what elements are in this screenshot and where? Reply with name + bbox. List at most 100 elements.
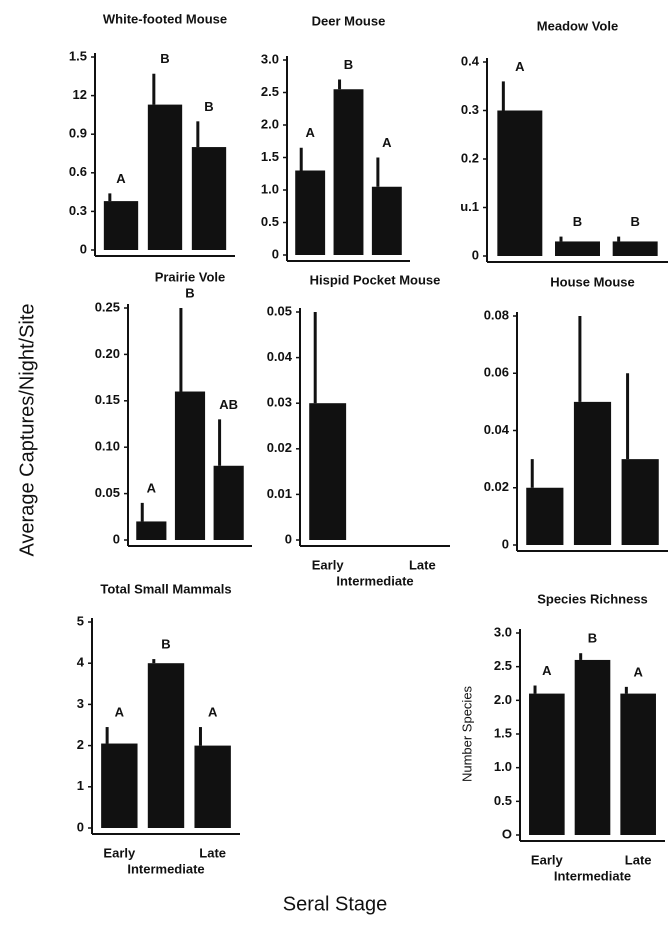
bar — [371, 186, 402, 255]
y-tick-label: 0.01 — [267, 486, 292, 501]
y-tick-label: 0.20 — [95, 346, 120, 361]
bar — [573, 401, 612, 545]
bar — [526, 487, 564, 545]
panel-title: Species Richness — [537, 591, 648, 606]
significance-letter: A — [147, 480, 157, 495]
x-tick-label: Late — [199, 845, 226, 860]
bar — [497, 110, 543, 256]
y-tick-label: 0 — [77, 819, 84, 834]
significance-letter: A — [515, 59, 525, 74]
y-tick-label: 1 — [77, 778, 84, 793]
y-tick-label: 0.04 — [267, 349, 293, 364]
significance-letter: A — [115, 704, 125, 719]
y-tick-label: 0 — [472, 247, 479, 262]
y-tick-label: 2.0 — [494, 692, 512, 707]
y-tick-label: 3 — [77, 696, 84, 711]
y-tick-label: 0.2 — [461, 150, 479, 165]
x-tick-label: Early — [103, 845, 136, 860]
bar — [309, 403, 347, 540]
bar — [621, 459, 659, 545]
y-tick-label: 1.5 — [261, 149, 279, 164]
y-tick-label: 0 — [80, 241, 87, 256]
significance-letter: B — [573, 214, 582, 229]
y-tick-label: 0.05 — [267, 303, 292, 318]
y-tick-label: 1.0 — [261, 181, 279, 196]
y-tick-label: 3.0 — [261, 51, 279, 66]
x-tick-label: Intermediate — [336, 573, 413, 588]
x-tick-label: Intermediate — [127, 861, 204, 876]
bar — [174, 391, 206, 540]
y-tick-label: 0 — [502, 536, 509, 551]
significance-letter: A — [305, 125, 315, 140]
y-tick-label: 0 — [285, 531, 292, 546]
bar — [194, 745, 231, 828]
bar — [295, 170, 326, 255]
y-tick-label: 0.3 — [69, 203, 87, 218]
x-tick-label: Late — [409, 557, 436, 572]
y-tick-label: O — [502, 826, 512, 841]
panel-y-label: Number Species — [459, 685, 474, 782]
significance-letter: B — [344, 57, 353, 72]
y-tick-label: 12 — [73, 87, 87, 102]
y-tick-label: 0 — [272, 246, 279, 261]
y-tick-label: 0.03 — [267, 395, 292, 410]
bar — [574, 659, 611, 835]
significance-letter: A — [542, 663, 552, 678]
significance-letter: A — [208, 704, 218, 719]
significance-letter: B — [160, 51, 169, 66]
y-tick-label: 1.5 — [494, 725, 512, 740]
y-tick-label: 2 — [77, 737, 84, 752]
y-tick-label: 0.5 — [494, 793, 512, 808]
significance-letter: B — [161, 637, 170, 652]
y-tick-label: 4 — [77, 655, 85, 670]
y-tick-label: 0.02 — [267, 440, 292, 455]
x-tick-label: Late — [625, 852, 652, 867]
panel-title: White-footed Mouse — [103, 11, 227, 26]
y-axis-label: Average Captures/Night/Site — [16, 303, 38, 556]
y-tick-label: 0.04 — [484, 422, 510, 437]
y-tick-label: 0.25 — [95, 299, 120, 314]
panel-title: Prairie Vole — [155, 269, 226, 284]
bar — [213, 465, 244, 540]
panel-title: Hispid Pocket Mouse — [310, 272, 441, 287]
y-tick-label: 2.5 — [494, 658, 512, 673]
y-tick-label: 0.02 — [484, 479, 509, 494]
bar — [136, 521, 167, 540]
bar — [333, 89, 364, 255]
x-axis-label: Seral Stage — [283, 893, 388, 915]
significance-letter: B — [588, 631, 597, 646]
y-tick-label: 1.5 — [69, 48, 87, 63]
y-tick-label: 0.15 — [95, 392, 120, 407]
x-tick-label: Early — [531, 852, 564, 867]
y-tick-label: 0.6 — [69, 164, 87, 179]
bar — [147, 663, 185, 828]
y-tick-label: 0.10 — [95, 439, 120, 454]
panel-title: Deer Mouse — [312, 13, 386, 28]
y-tick-label: 0.4 — [461, 53, 480, 68]
bar — [101, 743, 138, 828]
y-tick-label: 0.06 — [484, 365, 509, 380]
panel-title: Meadow Vole — [537, 18, 618, 33]
y-tick-label: 2.5 — [261, 84, 279, 99]
y-tick-label: u.1 — [460, 199, 479, 214]
x-tick-label: Early — [312, 557, 345, 572]
x-tick-label: Intermediate — [554, 868, 631, 883]
bar — [147, 104, 183, 251]
significance-letter: B — [204, 99, 213, 114]
y-tick-label: 0.08 — [484, 307, 509, 322]
y-tick-label: 3.0 — [494, 624, 512, 639]
bar — [620, 693, 656, 835]
y-tick-label: 0 — [113, 531, 120, 546]
significance-letter: B — [630, 214, 639, 229]
y-tick-label: 0.9 — [69, 126, 87, 141]
y-tick-label: 1.0 — [494, 759, 512, 774]
bar — [555, 241, 600, 256]
y-tick-label: 0.3 — [461, 102, 479, 117]
significance-letter: AB — [219, 397, 238, 412]
significance-letter: A — [116, 171, 126, 186]
y-tick-label: 2.0 — [261, 116, 279, 131]
panel-title: Total Small Mammals — [100, 581, 231, 596]
bar — [612, 241, 658, 256]
bar — [191, 147, 227, 250]
